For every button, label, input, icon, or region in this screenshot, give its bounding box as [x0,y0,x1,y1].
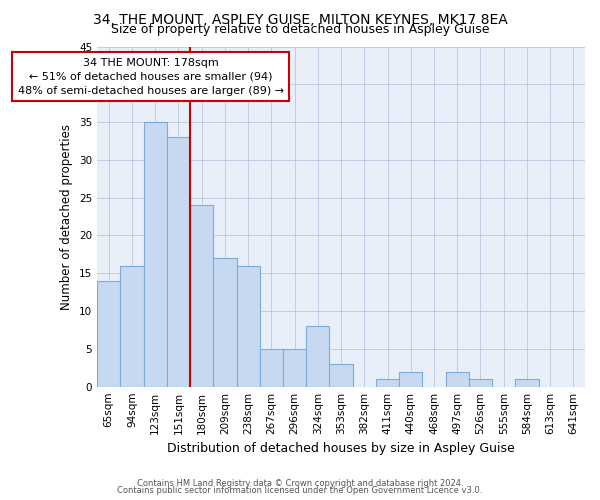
Bar [97,281,121,386]
Bar [213,258,236,386]
Text: Contains public sector information licensed under the Open Government Licence v3: Contains public sector information licen… [118,486,482,495]
Text: 34 THE MOUNT: 178sqm
← 51% of detached houses are smaller (94)
48% of semi-detac: 34 THE MOUNT: 178sqm ← 51% of detached h… [17,58,284,96]
Bar [376,379,399,386]
Bar [121,266,143,386]
Bar [515,379,539,386]
Bar [469,379,492,386]
Y-axis label: Number of detached properties: Number of detached properties [61,124,73,310]
Bar [446,372,469,386]
Bar [236,266,260,386]
Bar [306,326,329,386]
Bar [260,349,283,387]
X-axis label: Distribution of detached houses by size in Aspley Guise: Distribution of detached houses by size … [167,442,515,455]
Bar [329,364,353,386]
Text: Contains HM Land Registry data © Crown copyright and database right 2024.: Contains HM Land Registry data © Crown c… [137,478,463,488]
Bar [283,349,306,387]
Bar [143,122,167,386]
Text: 34, THE MOUNT, ASPLEY GUISE, MILTON KEYNES, MK17 8EA: 34, THE MOUNT, ASPLEY GUISE, MILTON KEYN… [92,12,508,26]
Bar [167,137,190,386]
Bar [399,372,422,386]
Bar [190,206,213,386]
Text: Size of property relative to detached houses in Aspley Guise: Size of property relative to detached ho… [111,22,489,36]
